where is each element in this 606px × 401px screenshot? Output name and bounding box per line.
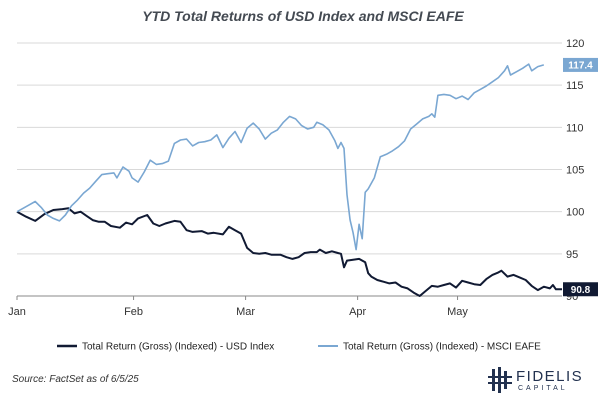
legend-label: Total Return (Gross) (Indexed) - MSCI EA… xyxy=(343,342,541,353)
brand-sub: CAPITAL xyxy=(518,385,568,392)
brand-name: FIDELIS xyxy=(516,368,584,385)
end-label-box xyxy=(563,282,598,297)
y-tick-label: 100 xyxy=(566,207,584,219)
x-tick-label: Apr xyxy=(349,306,366,318)
end-labels: 90.8 117.4 xyxy=(563,57,598,297)
brand-logo: FIDELIS CAPITAL xyxy=(488,366,598,396)
gridlines xyxy=(17,42,562,255)
chart-title: YTD Total Returns of USD Index and MSCI … xyxy=(142,8,464,24)
x-tick-label: Mar xyxy=(236,306,255,318)
legend: Total Return (Gross) (Indexed) - USD Ind… xyxy=(57,342,541,353)
y-tick-label: 115 xyxy=(566,80,584,92)
y-tick-label: 110 xyxy=(566,122,584,134)
series-line-msci-eafe xyxy=(16,63,545,251)
series-line-usd-index xyxy=(16,207,562,297)
y-tick-label: 120 xyxy=(566,38,584,50)
series-layer xyxy=(16,63,562,297)
x-tick-label: Jan xyxy=(8,306,26,318)
x-tick-label: Feb xyxy=(124,306,143,318)
end-label: 90.8 xyxy=(571,285,591,296)
end-label-box xyxy=(563,57,598,72)
y-tick-label: 95 xyxy=(566,249,578,261)
x-axis: Jan Feb Mar Apr May xyxy=(8,295,562,318)
legend-label: Total Return (Gross) (Indexed) - USD Ind… xyxy=(82,342,274,353)
y-tick-label: 105 xyxy=(566,165,584,177)
x-tick-label: May xyxy=(447,306,468,318)
fidelis-logo-icon xyxy=(488,367,512,393)
end-label: 117.4 xyxy=(568,60,593,71)
source-note: Source: FactSet as of 6/5/25 xyxy=(12,374,139,385)
